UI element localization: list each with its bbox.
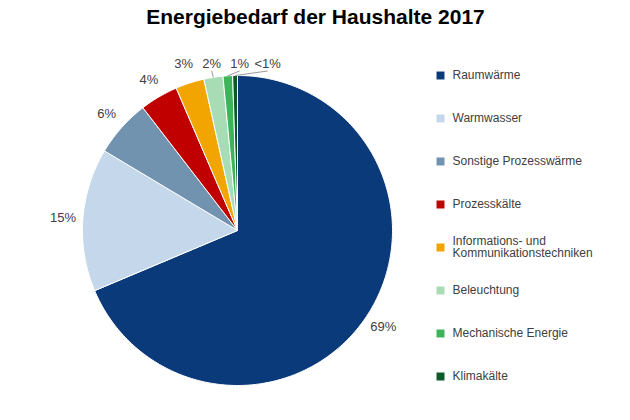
svg-text:<1%: <1% [254,56,281,71]
svg-text:Mechanische Energie: Mechanische Energie [453,326,569,340]
svg-text:1%: 1% [230,56,249,71]
svg-text:Sonstige Prozesswärme: Sonstige Prozesswärme [453,154,583,168]
svg-text:Beleuchtung: Beleuchtung [453,283,520,297]
svg-text:3%: 3% [174,56,193,71]
svg-text:Raumwärme: Raumwärme [453,68,521,82]
svg-text:Klimakälte: Klimakälte [453,369,509,383]
svg-text:Warmwasser: Warmwasser [453,111,523,125]
svg-text:6%: 6% [97,106,116,121]
svg-text:4%: 4% [139,72,158,87]
svg-text:2%: 2% [202,56,221,71]
svg-text:Informations- undKommunikation: Informations- undKommunikationstechniken [453,234,593,260]
svg-text:Energiebedarf der Haushalte 20: Energiebedarf der Haushalte 2017 [146,5,484,28]
svg-text:Prozesskälte: Prozesskälte [453,197,522,211]
svg-text:69%: 69% [370,319,396,334]
svg-text:15%: 15% [50,210,76,225]
